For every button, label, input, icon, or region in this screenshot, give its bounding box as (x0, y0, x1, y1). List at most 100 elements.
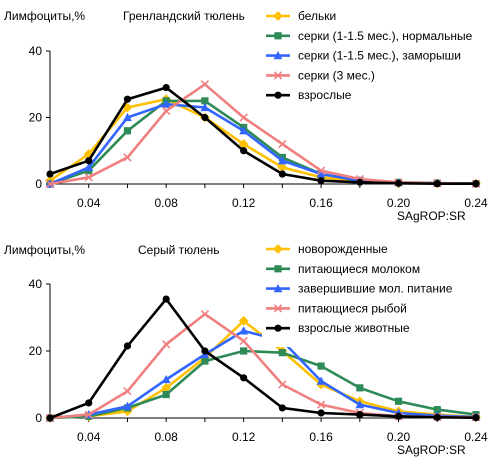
data-point (316, 376, 326, 385)
data-point (394, 412, 403, 420)
legend-marker (274, 91, 282, 99)
legend-label: взрослые животные (298, 321, 410, 335)
y-tick-label: 40 (29, 44, 43, 58)
legend-item: завершившие мол. питание (266, 282, 453, 296)
x-tick-label: 0.24 (464, 196, 488, 210)
series-5 (46, 83, 480, 188)
data-point (433, 413, 441, 421)
legend-marker (273, 11, 283, 21)
data-point (123, 112, 132, 122)
data-point (240, 374, 248, 382)
legend-item: серки (3 мес.) (266, 68, 375, 82)
legend-item: питающиеся молоком (266, 262, 420, 276)
data-point (316, 166, 326, 175)
data-point (278, 139, 287, 149)
legend-marker (274, 324, 282, 332)
data-point (317, 177, 325, 185)
data-point (278, 349, 286, 357)
x-tick-label: 0.16 (309, 196, 333, 210)
data-point (200, 80, 210, 89)
data-point (240, 147, 248, 155)
data-point (123, 153, 132, 162)
legend-item: серки (1-1.5 мес.), заморыши (266, 49, 461, 63)
y-tick-label: 20 (29, 344, 43, 358)
data-point (85, 157, 93, 165)
data-point (161, 374, 171, 384)
data-point (239, 113, 248, 122)
legend-marker (273, 284, 283, 293)
legend-item: питающиеся рыбой (266, 301, 407, 315)
data-point (356, 384, 364, 392)
legend-label: взрослые (298, 88, 352, 102)
data-point (84, 410, 93, 419)
data-point (239, 336, 248, 346)
legend-marker (273, 71, 283, 80)
series-5 (46, 295, 480, 422)
series-line (49, 297, 477, 420)
x-tick-label: 0.08 (155, 196, 179, 210)
x-axis-label: SAgROP:SR (397, 209, 466, 223)
data-point (278, 170, 286, 178)
data-point (238, 315, 249, 326)
data-point (162, 390, 170, 399)
data-point (201, 357, 209, 365)
data-point (316, 169, 326, 178)
y-axis-label: Лимфоциты,% (4, 9, 85, 23)
data-point (394, 179, 403, 187)
legend-box (262, 6, 472, 114)
data-point (355, 400, 365, 409)
data-point (277, 156, 287, 165)
data-point (161, 99, 171, 108)
legend-item: бельки (266, 9, 336, 23)
legend-label: новорожденные (298, 242, 388, 256)
data-point (433, 406, 441, 414)
data-point (84, 173, 93, 182)
data-point (123, 95, 132, 103)
legend-label: питающиеся рыбой (298, 301, 407, 315)
y-axis-label: Лимфоциты,% (4, 243, 85, 257)
legend-label: серки (3 мес.) (298, 68, 375, 82)
data-point (316, 400, 326, 409)
chart-title: Серый тюлень (138, 243, 219, 257)
data-point (317, 409, 325, 417)
data-point (46, 170, 54, 178)
legend-item: серки (1-1.5 мес.), нормальные (266, 29, 473, 43)
legend-marker (273, 304, 283, 313)
x-tick-label: 0.24 (464, 430, 488, 444)
legend-item: взрослые животные (266, 321, 410, 335)
data-point (162, 106, 171, 116)
x-tick-label: 0.08 (155, 430, 179, 444)
data-point (162, 83, 170, 92)
legend-label: серки (1-1.5 мес.), нормальные (298, 29, 473, 43)
data-point (85, 399, 93, 407)
data-point (278, 380, 287, 389)
legend-item: взрослые (266, 88, 352, 102)
data-point (239, 326, 249, 335)
legend-label: питающиеся молоком (298, 262, 420, 276)
data-point (46, 414, 54, 422)
x-tick-label: 0.16 (309, 430, 333, 444)
legend-label: серки (1-1.5 мес.), заморыши (298, 49, 461, 63)
legend-label: завершившие мол. питание (298, 282, 453, 296)
data-point (200, 102, 210, 112)
data-point (123, 127, 132, 135)
data-point (162, 340, 171, 349)
x-tick-label: 0.20 (387, 430, 411, 444)
data-point (201, 113, 209, 122)
data-point (433, 180, 441, 188)
data-point (45, 179, 55, 189)
data-point (356, 178, 364, 186)
data-point (472, 180, 480, 188)
legend-marker (273, 51, 283, 60)
legend-marker (273, 244, 283, 254)
data-point (200, 309, 210, 319)
legend-marker (274, 32, 282, 40)
data-point (472, 414, 480, 422)
data-point (394, 397, 403, 405)
legend: новорожденные питающиеся молоком завершивш… (262, 239, 472, 347)
data-point (123, 387, 132, 396)
data-point (201, 97, 209, 105)
y-tick-label: 0 (35, 177, 42, 191)
x-tick-label: 0.04 (77, 430, 101, 444)
